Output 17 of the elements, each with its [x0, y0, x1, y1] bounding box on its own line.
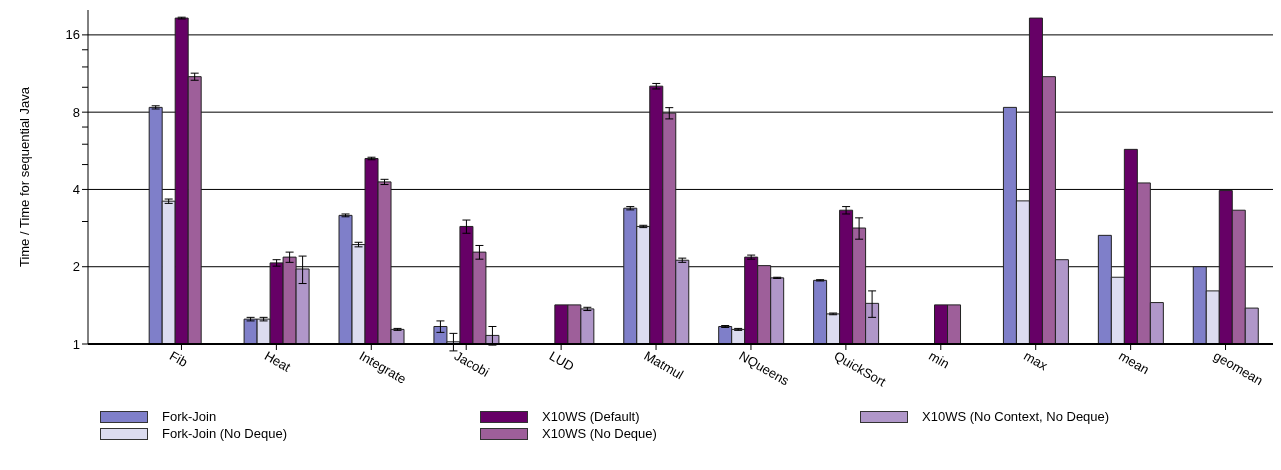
- x-tick-label: Fib: [167, 348, 191, 371]
- x-tick-label: Heat: [261, 348, 294, 375]
- legend-label: X10WS (Default): [542, 409, 640, 424]
- x-tick-label: LUD: [546, 348, 577, 374]
- x-tick-label: mean: [1116, 348, 1152, 378]
- x-tick-label: min: [926, 348, 953, 372]
- y-tick-label: 8: [72, 104, 80, 120]
- x-tick-label: max: [1021, 348, 1051, 374]
- legend-label: Fork-Join: [162, 409, 217, 424]
- y-tick-label: 4: [72, 182, 80, 198]
- legend-label: X10WS (No Context, No Deque): [922, 409, 1110, 424]
- y-tick-label: 16: [65, 27, 80, 43]
- y-axis-title: Time / Time for sequential Java: [16, 86, 32, 268]
- y-tick-label: 1: [72, 336, 80, 352]
- legend-label: X10WS (No Deque): [542, 426, 657, 441]
- y-tick-label: 2: [72, 259, 80, 275]
- legend-label: Fork-Join (No Deque): [162, 426, 287, 441]
